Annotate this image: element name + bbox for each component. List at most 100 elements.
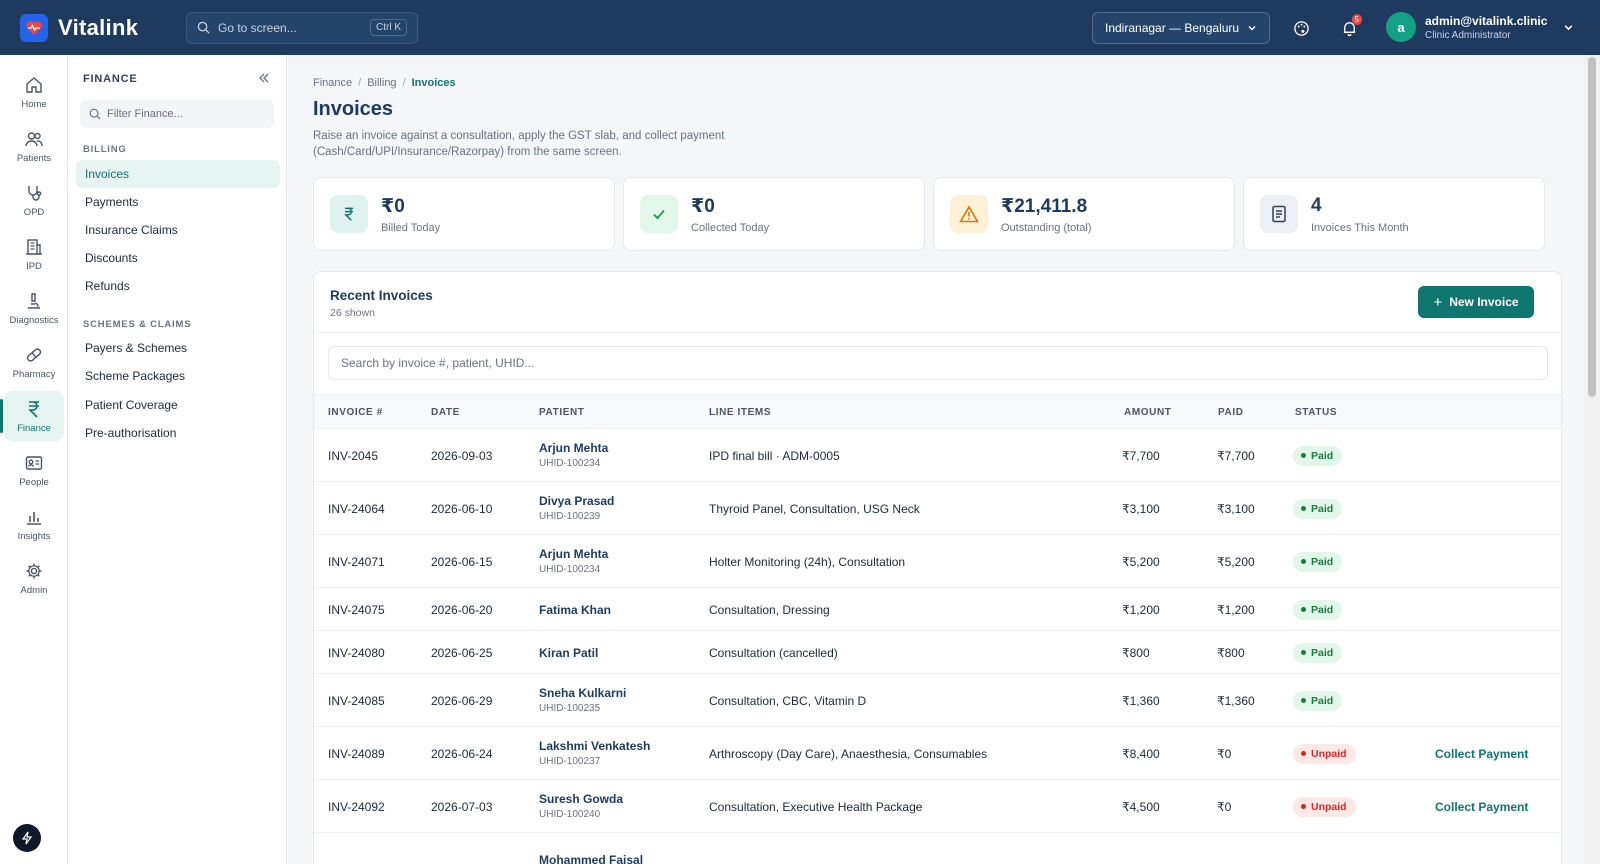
page-scrollbar[interactable] <box>1584 55 1600 864</box>
table-row[interactable]: INV-24089 2026-06-24 Arthroscopy (Day Care… <box>314 727 1561 780</box>
col-date[interactable]: DATE <box>431 407 460 418</box>
new-invoice-button[interactable]: + New Invoice <box>1418 286 1534 318</box>
scrollbar-thumb[interactable] <box>1588 57 1596 397</box>
stat-value: ₹21,411.8 <box>1001 196 1088 217</box>
rail-item-diagnostics[interactable]: Diagnostics <box>4 283 64 333</box>
sidebar-item-invoices[interactable]: Invoices <box>76 160 280 188</box>
line-items: Arthroscopy (Day Care), Anaesthesia, Con… <box>709 746 988 761</box>
invoice-number: INV-2045 <box>328 448 379 463</box>
table-row[interactable]: INV-24071 2026-06-15 Holter Monitoring (24… <box>314 535 1561 588</box>
brand[interactable]: Vitalink <box>20 13 162 42</box>
rail-item-home[interactable]: Home <box>4 67 64 117</box>
location-select[interactable]: Indiranagar — Bengaluru <box>1092 12 1270 44</box>
sidebar-item-refunds[interactable]: Refunds <box>85 279 130 293</box>
home-icon <box>26 76 42 93</box>
sidebar-item-patient-coverage[interactable]: Patient Coverage <box>85 398 178 412</box>
patient-cell: Lakshmi Venkatesh UHID-100237 <box>539 739 650 767</box>
filter-input[interactable]: Filter Finance... <box>80 100 274 128</box>
rail-item-ipd[interactable]: IPD <box>4 229 64 279</box>
status-badge: Unpaid <box>1293 796 1356 817</box>
table-row[interactable]: INV-24092 2026-07-03 Consultation, Executi… <box>314 780 1561 833</box>
col-invoice[interactable]: INVOICE # <box>328 407 383 418</box>
col-patient[interactable]: PATIENT <box>539 407 585 418</box>
rail-item-admin[interactable]: Admin <box>4 553 64 603</box>
invoice-date: 2026-06-25 <box>431 645 493 660</box>
line-items: IPD final bill · ADM-0005 <box>709 448 840 463</box>
patient-name[interactable]: Arjun Mehta <box>539 440 609 455</box>
line-items: Consultation, Executive Health Package <box>709 799 923 814</box>
invoice-amount: ₹4,500 <box>1122 799 1160 814</box>
palette-button[interactable] <box>1291 18 1311 38</box>
patient-name[interactable]: Suresh Gowda <box>539 791 624 806</box>
chevron-down-icon <box>1565 24 1573 30</box>
invoice-date: 2026-07-03 <box>431 799 493 814</box>
status-dot-icon <box>1301 506 1306 511</box>
patient-name[interactable]: Sneha Kulkarni <box>539 685 627 700</box>
table-row[interactable]: INV-24080 2026-06-25 Consultation (cancell… <box>314 631 1561 674</box>
collapse-sidebar-button[interactable] <box>258 72 270 87</box>
patient-name[interactable]: Mohammed Faisal <box>539 852 644 864</box>
sidebar-item-pre-authorisation[interactable]: Pre-authorisation <box>85 426 177 440</box>
col-line-items[interactable]: LINE ITEMS <box>709 407 772 418</box>
recent-invoices-panel: Recent Invoices 26 shown + New Invoice Se… <box>313 271 1562 864</box>
rail-label: Insights <box>17 530 51 542</box>
breadcrumb-billing[interactable]: Billing <box>367 77 397 89</box>
page-description: Raise an invoice against a consultation,… <box>313 130 725 158</box>
document-icon <box>1260 195 1298 233</box>
rail-item-opd[interactable]: OPD <box>4 175 64 225</box>
table-row[interactable]: INV-2045 2026-09-03 IPD final bill · ADM-0… <box>314 429 1561 482</box>
status-text: Paid <box>1311 502 1334 515</box>
sidebar-item-scheme-packages[interactable]: Scheme Packages <box>85 369 186 383</box>
rail-item-insights[interactable]: Insights <box>4 499 64 549</box>
collect-payment-link[interactable]: Collect Payment <box>1435 799 1529 814</box>
rail-item-patients[interactable]: Patients <box>4 121 64 171</box>
rupee-icon <box>330 195 368 233</box>
rail-label: Home <box>21 98 47 110</box>
sidebar-item-payers-schemes[interactable]: Payers & Schemes <box>85 341 188 355</box>
table-row[interactable]: INV-24064 2026-06-10 Thyroid Panel, Consul… <box>314 482 1561 535</box>
sidebar-item-insurance-claims[interactable]: Insurance Claims <box>85 223 178 237</box>
table-row[interactable]: INV-24085 2026-06-29 Consultation, CBC, Vi… <box>314 674 1561 727</box>
stethoscope-icon <box>28 185 42 201</box>
patient-name[interactable]: Lakshmi Venkatesh <box>539 738 651 753</box>
section-title: FINANCE <box>83 73 138 85</box>
patient-cell: Mohammed Faisal <box>539 853 643 864</box>
patient-name[interactable]: Divya Prasad <box>539 493 615 508</box>
breadcrumb: Finance / Billing / Invoices <box>313 77 456 89</box>
rail-label: Finance <box>17 422 51 434</box>
status-text: Paid <box>1311 646 1334 659</box>
rail-item-pharmacy[interactable]: Pharmacy <box>4 337 64 387</box>
user-menu[interactable]: a admin@vitalink.clinic Clinic Administr… <box>1386 12 1574 42</box>
quick-action-button[interactable] <box>13 824 41 852</box>
patient-cell: Arjun Mehta UHID-100234 <box>539 441 608 469</box>
invoice-amount: ₹1,360 <box>1122 693 1160 708</box>
rail-item-people[interactable]: People <box>4 445 64 495</box>
status-dot-icon <box>1301 559 1306 564</box>
table-row[interactable]: INV-24075 2026-06-20 Consultation, Dressin… <box>314 588 1561 631</box>
notifications-button[interactable]: 5 <box>1339 14 1362 38</box>
rupee-icon <box>28 400 39 418</box>
filter-placeholder: Filter Finance... <box>107 108 183 120</box>
rail-item-finance[interactable]: Finance <box>0 391 64 441</box>
search-icon <box>197 21 210 34</box>
status-dot-icon <box>1301 698 1306 703</box>
patient-uhid: UHID-100234 <box>539 563 601 575</box>
go-to-screen-search[interactable]: Go to screen... Ctrl K <box>186 11 418 44</box>
patient-name[interactable]: Kiran Patil <box>539 645 599 660</box>
patient-name[interactable]: Arjun Mehta <box>539 546 609 561</box>
sidebar-item-payments[interactable]: Payments <box>85 195 139 209</box>
table-row[interactable]: Mohammed Faisal <box>314 833 1561 864</box>
collect-payment-link[interactable]: Collect Payment <box>1435 746 1529 761</box>
patient-name[interactable]: Fatima Khan <box>539 602 612 617</box>
col-status[interactable]: STATUS <box>1295 407 1338 418</box>
breadcrumb-current: Invoices <box>411 77 456 89</box>
sidebar-item-discounts[interactable]: Discounts <box>85 251 138 265</box>
breadcrumb-finance[interactable]: Finance <box>313 77 353 89</box>
invoice-search-placeholder: Search by invoice #, patient, UHID... <box>341 356 535 370</box>
col-amount[interactable]: AMOUNT <box>1124 407 1172 418</box>
users-icon <box>25 131 43 146</box>
col-paid[interactable]: PAID <box>1218 407 1244 418</box>
avatar: a <box>1386 12 1416 42</box>
invoice-search-input[interactable]: Search by invoice #, patient, UHID... <box>328 346 1548 380</box>
section-sidebar: FINANCE Filter Finance... BILLING Invoic… <box>68 55 287 864</box>
